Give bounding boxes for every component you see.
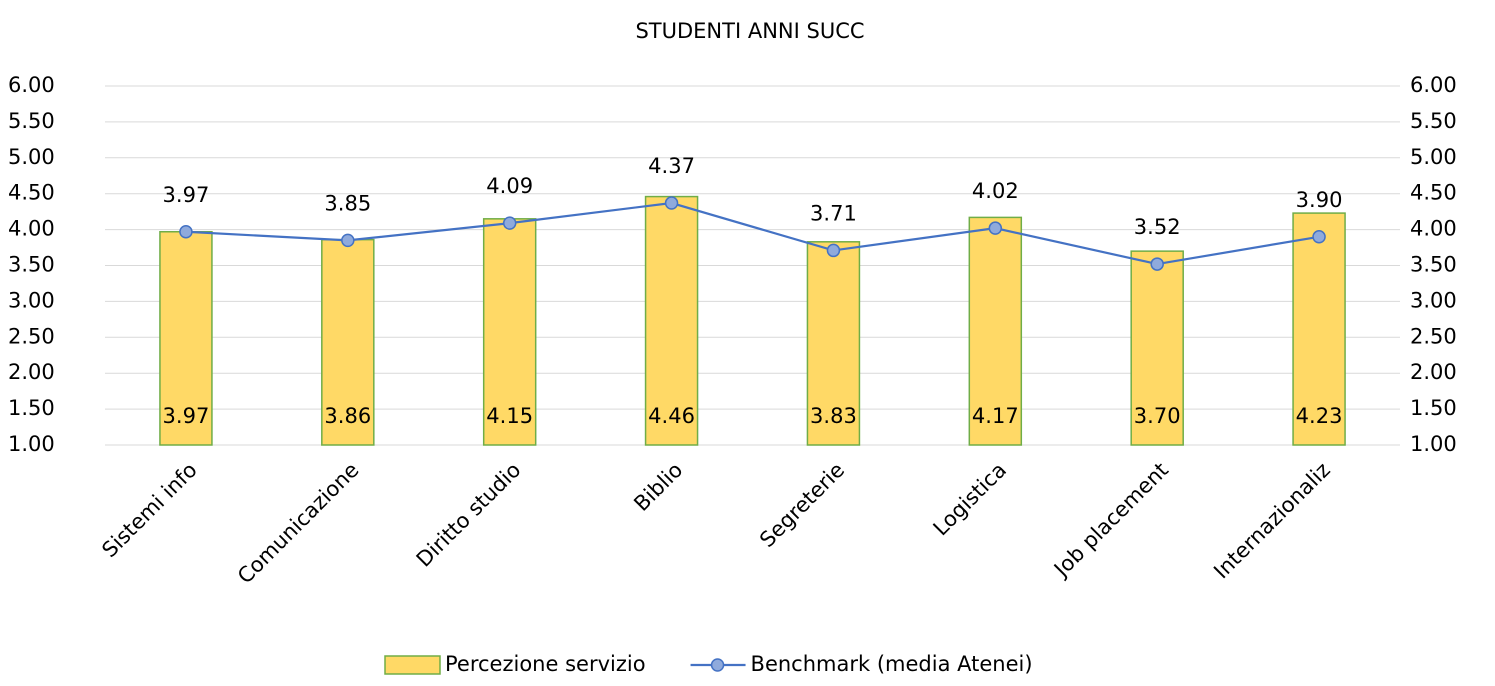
marker: [664, 196, 679, 210]
y2-tick-label: 3.50: [1410, 253, 1457, 277]
data-label: 4.15: [486, 404, 533, 428]
data-label: 4.09: [486, 174, 533, 198]
bar: [159, 231, 213, 446]
bar: [482, 218, 537, 446]
data-label: 3.83: [810, 404, 857, 428]
legend-label: Benchmark (media Atenei): [751, 652, 1033, 676]
y-tick-label: 4.50: [8, 181, 55, 205]
y-tick-label: 1.00: [8, 432, 55, 456]
x-tick-label: Job placement: [1048, 458, 1173, 583]
legend-label: Percezione servizio: [445, 652, 646, 676]
x-tick-label: Logistica: [929, 458, 1012, 541]
data-label: 3.70: [1134, 404, 1181, 428]
y2-tick-label: 3.00: [1410, 288, 1457, 312]
y2-tick-label: 2.00: [1410, 360, 1457, 384]
bar: [644, 195, 699, 446]
marker: [1312, 230, 1326, 244]
marker: [988, 221, 1003, 235]
bar: [968, 216, 1023, 446]
bar: [1130, 250, 1184, 446]
data-label: 3.90: [1296, 188, 1343, 212]
y-tick-label: 3.50: [8, 253, 55, 277]
y-tick-label: 5.00: [8, 145, 55, 169]
data-label: 4.02: [972, 179, 1019, 203]
y2-tick-label: 5.00: [1410, 145, 1457, 169]
marker: [341, 233, 355, 248]
y-tick-label: 4.00: [8, 217, 55, 241]
y-tick-label: 6.00: [8, 73, 55, 97]
marker: [179, 225, 193, 239]
x-tick-label: Segreterie: [755, 458, 849, 552]
chart-title: STUDENTI ANNI SUCC: [635, 19, 864, 43]
y2-tick-label: 1.00: [1410, 432, 1457, 456]
data-label: 4.17: [972, 404, 1019, 428]
legend-marker: [710, 658, 725, 672]
marker: [826, 243, 841, 258]
bar: [1292, 212, 1346, 446]
y2-tick-label: 4.00: [1410, 217, 1457, 241]
y-tick-label: 1.50: [8, 396, 55, 420]
bar: [806, 241, 861, 446]
y-tick-label: 3.00: [8, 288, 55, 312]
data-label: 4.37: [648, 154, 695, 178]
line: [185, 201, 1320, 266]
data-label: 3.97: [163, 183, 210, 207]
y-tick-label: 5.50: [8, 109, 55, 133]
y-tick-label: 2.00: [8, 360, 55, 384]
x-tick-label: Comunicazione: [233, 458, 364, 589]
marker: [1150, 257, 1164, 271]
data-label: 4.23: [1296, 404, 1343, 428]
y2-tick-label: 6.00: [1410, 73, 1457, 97]
data-label: 3.97: [163, 404, 210, 428]
x-tick-label: Internazionaliz: [1209, 458, 1335, 584]
x-tick-label: Diritto studio: [412, 458, 526, 572]
bar: [321, 238, 375, 446]
y-tick-label: 2.50: [8, 324, 55, 348]
legend-swatch: [384, 655, 441, 675]
data-label: 3.86: [324, 404, 371, 428]
data-label: 3.52: [1134, 215, 1181, 239]
y2-tick-label: 5.50: [1410, 109, 1457, 133]
y2-tick-label: 4.50: [1410, 181, 1457, 205]
data-label: 3.85: [324, 191, 371, 215]
data-label: 3.71: [810, 201, 857, 225]
data-label: 4.46: [648, 404, 695, 428]
x-tick-label: Sistemi info: [97, 458, 201, 562]
x-tick-label: Biblio: [629, 458, 687, 516]
y2-tick-label: 1.50: [1410, 396, 1457, 420]
marker: [502, 216, 517, 230]
y2-tick-label: 2.50: [1410, 324, 1457, 348]
